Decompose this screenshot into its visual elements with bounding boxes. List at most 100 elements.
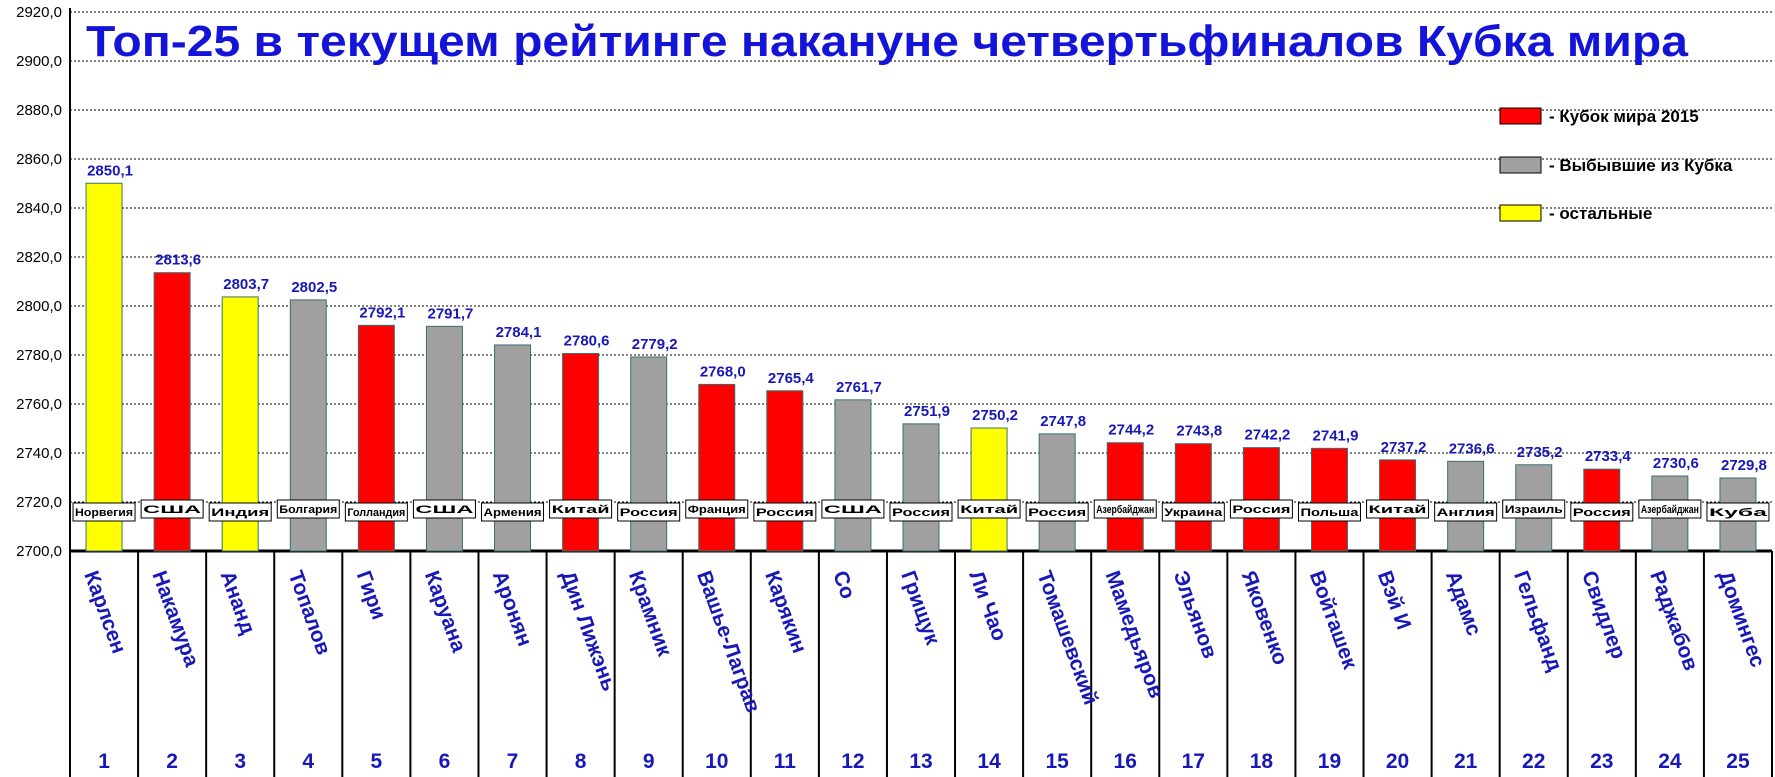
country-label: Польша	[1300, 507, 1359, 519]
country-label: Россия	[1028, 507, 1086, 519]
legend-label: - Кубок мира 2015	[1549, 107, 1699, 126]
category-label: Свидлер	[1577, 568, 1630, 662]
bar-value-label: 2737,2	[1381, 439, 1427, 456]
bar-value-label: 2742,2	[1244, 427, 1290, 444]
legend-swatch	[1499, 204, 1542, 222]
country-tag-box	[1093, 499, 1157, 519]
country-label: Индия	[211, 507, 269, 519]
country-tag-box	[617, 502, 681, 522]
category-label: Ли Чао	[964, 568, 1010, 644]
rank-label: 16	[1114, 750, 1137, 773]
rank-label: 8	[575, 750, 587, 773]
category-label: Крамник	[624, 568, 676, 660]
country-tag-box	[344, 502, 408, 522]
category-label: Мамедьяров	[1101, 568, 1168, 702]
country-label: Куба	[1709, 507, 1769, 519]
category-label: Гири	[352, 568, 391, 623]
country-label: Китай	[960, 504, 1018, 516]
category-label: Карякин	[760, 568, 811, 656]
country-tag-box	[1025, 502, 1089, 522]
country-tag-box	[1706, 502, 1770, 522]
bar-value-label: 2779,2	[632, 336, 678, 353]
category-label: Раджабов	[1645, 568, 1702, 674]
country-label: Китай	[552, 504, 610, 516]
category-label: Грищук	[896, 568, 944, 648]
rank-label: 11	[774, 750, 797, 773]
rank-label: 1	[98, 750, 110, 773]
category-label: Домингес	[1713, 568, 1769, 671]
bar	[85, 182, 123, 552]
category-label: Накамура	[147, 568, 203, 670]
country-label: Израиль	[1505, 504, 1563, 516]
bar-value-label: 2743,8	[1176, 423, 1222, 440]
category-label: Топалов	[284, 568, 336, 658]
country-tag-box	[276, 499, 340, 519]
category-label: Со	[828, 568, 859, 602]
country-label: Россия	[620, 507, 678, 519]
y-tick-label: 2760,0	[16, 396, 62, 413]
y-tick-label: 2900,0	[16, 53, 62, 70]
country-tag-box	[1502, 499, 1566, 519]
category-label: Вэй И	[1373, 568, 1415, 633]
bar-value-label: 2768,0	[700, 363, 746, 380]
rank-label: 25	[1726, 750, 1750, 773]
rank-label: 4	[302, 750, 314, 773]
bar-value-label: 2761,7	[836, 379, 882, 396]
bar-value-label: 2730,6	[1653, 455, 1699, 472]
bar	[1038, 433, 1076, 552]
category-label: Ананд	[216, 568, 260, 637]
bar-value-label: 2744,2	[1108, 422, 1154, 439]
category-label: Карлсен	[79, 568, 130, 657]
bar-value-label: 2736,6	[1449, 440, 1495, 457]
y-tick-label: 2740,0	[16, 445, 62, 462]
bar-value-label: 2735,2	[1517, 444, 1563, 461]
legend-label: - Выбывшие из Кубка	[1549, 156, 1733, 175]
y-tick-label: 2840,0	[16, 200, 62, 217]
rank-label: 17	[1182, 750, 1205, 773]
category-label: Адамс	[1441, 568, 1486, 639]
bar-value-label: 2750,2	[972, 407, 1018, 424]
country-tag-box	[1570, 502, 1634, 522]
bar-value-label: 2747,8	[1040, 413, 1086, 430]
bar	[1106, 442, 1144, 552]
country-tag-box	[1229, 499, 1293, 519]
country-tag-box	[821, 499, 885, 519]
bar-value-label: 2765,4	[768, 370, 815, 387]
bar	[1174, 443, 1212, 552]
rank-label: 6	[439, 750, 451, 773]
y-tick-label: 2820,0	[16, 249, 62, 266]
category-label: Каруана	[420, 568, 471, 656]
bar-value-label: 2751,9	[904, 403, 950, 420]
country-tag-box	[1297, 502, 1361, 522]
country-label: Англия	[1437, 507, 1495, 519]
country-label: Голландия	[347, 507, 405, 519]
bar-value-label: 2733,4	[1585, 448, 1632, 465]
rank-label: 9	[643, 750, 655, 773]
country-label: Болгария	[279, 504, 337, 516]
country-tag-box	[889, 502, 953, 522]
country-tag-box	[481, 502, 545, 522]
bar	[562, 353, 600, 552]
rank-label: 7	[507, 750, 519, 773]
bar	[1242, 447, 1280, 552]
country-tag-box	[1366, 499, 1430, 519]
country-label: Армения	[484, 507, 542, 519]
country-label: Россия	[756, 507, 814, 519]
bar	[834, 399, 872, 552]
legend-label: - остальные	[1549, 204, 1652, 223]
bar-value-label: 2803,7	[223, 276, 269, 293]
country-label: Россия	[1232, 504, 1290, 516]
country-tag-box	[208, 502, 272, 522]
legend-swatch	[1499, 156, 1542, 174]
y-tick-label: 2700,0	[16, 543, 62, 560]
rank-label: 2	[166, 750, 178, 773]
y-tick-label: 2800,0	[16, 298, 62, 315]
country-label: Россия	[1573, 507, 1631, 519]
rank-label: 20	[1386, 750, 1409, 773]
rank-label: 21	[1454, 750, 1478, 773]
country-label: США	[415, 504, 473, 516]
country-label: США	[824, 504, 882, 516]
country-tag-box	[72, 502, 136, 522]
